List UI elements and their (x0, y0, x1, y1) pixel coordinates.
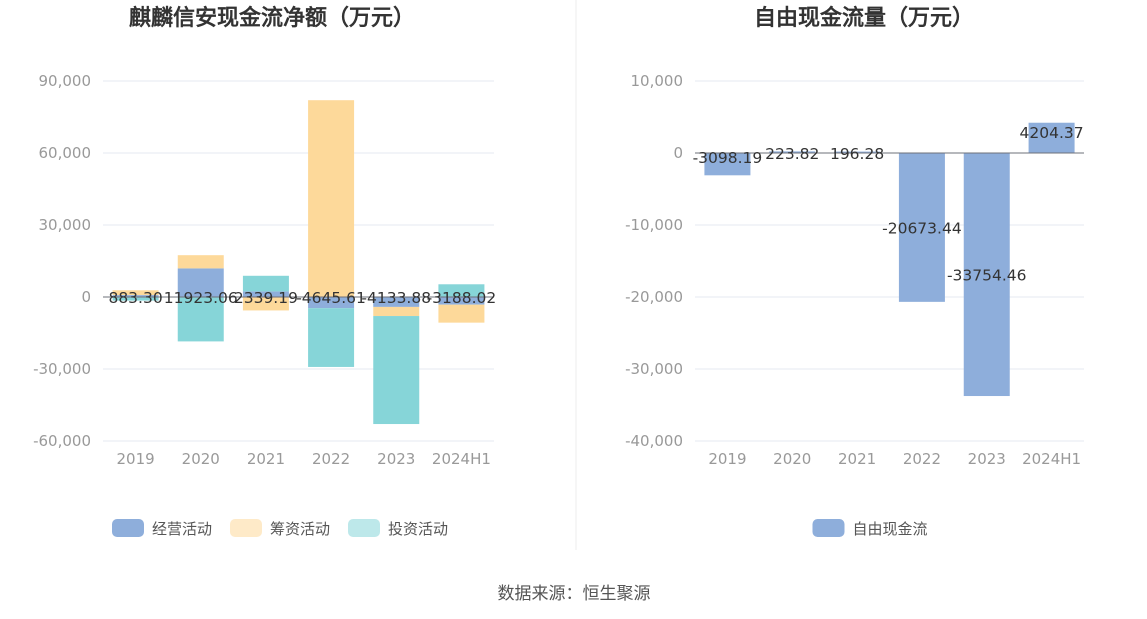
y-tick-label: -20,000 (625, 288, 683, 306)
data-label: 4204.37 (1020, 124, 1084, 142)
x-tick-label: 2020 (182, 450, 220, 468)
bar (308, 100, 355, 297)
bar (242, 291, 289, 297)
free-cash-flow-chart: 10,000 0 -10,000 -20,000 -30,000 -40,000 2019 2… (625, 72, 1084, 468)
bar (373, 297, 420, 307)
y-tick-label: 10,000 (631, 72, 684, 90)
data-label: -20673.44 (882, 219, 962, 237)
y-tick-label: -30,000 (625, 360, 683, 378)
x-tick-label: 2019 (708, 450, 746, 468)
y-tick-label: 0 (81, 288, 91, 306)
y-tick-label: 60,000 (39, 144, 92, 162)
x-tick-label: 2022 (903, 450, 941, 468)
bar (308, 308, 355, 367)
bar (704, 153, 751, 176)
y-tick-label: -10,000 (625, 216, 683, 234)
bar (769, 151, 816, 153)
x-tick-label: 2020 (773, 450, 811, 468)
bar (963, 153, 1010, 397)
bar (438, 284, 485, 297)
y-tick-label: -30,000 (33, 360, 91, 378)
bar (373, 316, 420, 425)
bar (112, 290, 159, 296)
bar (438, 297, 485, 305)
y-tick-label: 90,000 (39, 72, 92, 90)
legend-label: 投资活动 (388, 520, 448, 538)
bar (1028, 122, 1075, 153)
y-tick-label: -60,000 (33, 432, 91, 450)
x-tick-label: 2024H1 (1022, 450, 1081, 468)
data-label: -3098.19 (693, 149, 763, 167)
legend-swatch (812, 519, 845, 537)
x-tick-label: 2021 (838, 450, 876, 468)
bar (373, 306, 420, 317)
bar (242, 297, 289, 311)
legend-label: 筹资活动 (270, 520, 330, 538)
legend-net-cash-flow: 经营活动 筹资活动 投资活动 (112, 519, 448, 538)
bar (242, 275, 289, 292)
x-tick-label: 2019 (116, 450, 154, 468)
chart-title-free-cash-flow: 自由现金流量（万元） (754, 5, 974, 31)
legend-swatch (348, 519, 380, 537)
legend-label: 自由现金流 (853, 520, 928, 538)
x-tick-label: 2023 (968, 450, 1006, 468)
y-tick-label: 0 (673, 144, 683, 162)
bar (177, 255, 224, 269)
bar (834, 151, 881, 153)
y-tick-label: -40,000 (625, 432, 683, 450)
bar (177, 297, 224, 342)
legend-free-cash-flow: 自由现金流 (812, 519, 928, 538)
x-tick-label: 2021 (247, 450, 285, 468)
x-tick-label: 2024H1 (432, 450, 491, 468)
data-label: 223.82 (765, 145, 819, 163)
bar (898, 153, 945, 302)
data-label: 196.28 (830, 145, 884, 163)
bar (112, 295, 159, 297)
legend-swatch (112, 519, 144, 537)
bar (308, 297, 355, 309)
legend-swatch (230, 519, 262, 537)
data-label: -3188.02 (427, 289, 497, 307)
x-tick-label: 2022 (312, 450, 350, 468)
legend-label: 经营活动 (152, 520, 212, 538)
data-label: -4133.88 (361, 289, 431, 307)
bar (177, 268, 224, 297)
data-label: -33754.46 (947, 267, 1027, 285)
data-label: 883.30 (108, 289, 162, 307)
data-source-note: 数据来源：恒生聚源 (498, 584, 651, 604)
bar (438, 304, 485, 323)
y-tick-label: 30,000 (39, 216, 92, 234)
data-label: -4645.61 (296, 289, 366, 307)
x-tick-label: 2023 (377, 450, 415, 468)
bar (112, 297, 159, 301)
chart-title-net-cash-flow: 麒麟信安现金流净额（万元） (129, 5, 415, 31)
data-label: 2339.19 (234, 289, 298, 307)
net-cash-flow-chart: 90,000 60,000 30,000 0 -30,000 -60,000 2019 202… (33, 72, 496, 468)
data-label: 11923.06 (164, 289, 238, 307)
